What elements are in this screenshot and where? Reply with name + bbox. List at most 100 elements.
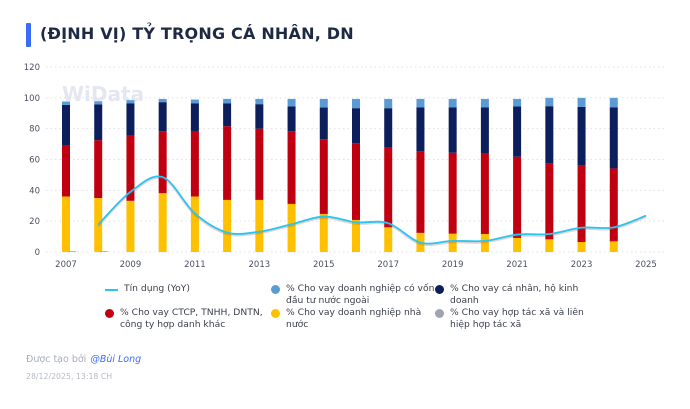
bar-segment-fdi [352,98,360,109]
bar-segment-ctcp [319,139,328,214]
bar-segment-ctcp [577,165,586,242]
x-tick-label: 2021 [506,260,528,270]
x-tick-label: 2009 [120,260,142,270]
x-tick-label: 2017 [377,260,399,270]
bar-segment-fdi [545,97,554,107]
legend-item-coop[interactable]: % Cho vay hợp tác xã và liên hiệp hợp tá… [435,307,597,331]
y-tick-label: 60 [29,156,40,166]
legend-item-state[interactable]: % Cho vay doanh nghiệp nhà nước [271,307,437,331]
bar-segment-fdi [448,98,457,108]
y-tick-label: 100 [24,94,40,104]
y-tick-label: 0 [35,248,40,258]
legend-label: % Cho vay CTCP, TNHH, DNTN, công ty hợp … [120,307,263,330]
bar-segment-state [352,219,360,252]
bar-segment-fdi [480,98,489,108]
bar-segment-fdi [126,100,135,104]
y-tick-label: 40 [29,186,40,196]
bar-segment-individual [416,107,425,152]
bar-segment-state [513,237,522,252]
legend-item-credit[interactable]: Tín dụng (YoY) [105,283,267,295]
x-tick-label: 2011 [184,260,206,270]
legend-dot-icon [271,309,280,318]
bar-segment-individual [352,108,360,144]
x-tick-label: 2025 [635,260,657,270]
bar-segment-ctcp [609,168,618,242]
bar-segment-individual [448,107,457,153]
legend-label: % Cho vay cá nhân, hộ kinh doanh [450,283,579,306]
bar-segment-fdi [319,98,328,108]
bar-segment-ctcp [158,131,167,194]
bar-segment-individual [94,104,103,141]
bar-segment-state [62,196,70,252]
x-tick-label: 2013 [249,260,271,270]
bar-segment-fdi [577,97,586,107]
bar-segment-fdi [416,98,425,108]
legend-label: % Cho vay doanh nghiệp nhà nước [286,307,422,330]
bar-segment-state [287,203,296,252]
x-tick-label: 2023 [571,260,593,270]
bar-segment-individual [287,106,296,132]
bar-segment-state [609,241,618,252]
bar-segment-individual [577,106,586,166]
y-tick-label: 80 [29,125,40,135]
bar-segment-individual [513,106,522,157]
bar-segment-state [480,233,489,252]
legend-dot-icon [435,309,444,318]
bar-segment-individual [255,104,264,129]
bar-segment-state [223,199,232,252]
bar-segment-state [158,193,167,252]
legend-label: % Cho vay hợp tác xã và liên hiệp hợp tá… [450,307,584,330]
bar-segment-individual [545,106,554,164]
bar-segment-state [255,199,264,252]
bar-segment-state [94,198,103,252]
legend-item-fdi[interactable]: % Cho vay doanh nghiệp có vốn đầu tư nướ… [271,283,437,307]
bar-segment-fdi [190,99,199,104]
bar-segment-ctcp [287,131,296,204]
legend-line-icon [105,289,118,291]
created-by-label: Được tạo bởi [26,354,87,365]
legend-label: Tín dụng (YoY) [124,283,190,294]
bar-segment-fdi [158,98,167,103]
bar-segment-ctcp [545,163,554,240]
bar-segment-ctcp [94,140,103,199]
line-credit-yoy [97,175,647,245]
bar-segment-individual [384,108,393,148]
bar-segment-fdi [223,98,232,104]
legend-dot-icon [271,285,280,294]
bar-segment-state [126,200,135,252]
timestamp: 28/12/2025, 13:18 CH [26,372,113,381]
bar-segment-fdi [287,98,296,107]
x-tick-label: 2007 [55,260,77,270]
legend-dot-icon [105,309,114,318]
x-tick-label: 2019 [442,260,464,270]
bar-segment-individual [62,104,70,146]
bar-segment-coop [100,251,109,252]
bar-segment-individual [190,103,199,131]
y-tick-label: 20 [29,217,40,227]
bar-segment-state [577,241,586,252]
bar-segment-fdi [384,98,393,109]
y-tick-label: 120 [24,63,40,73]
title-accent-bar [26,23,31,47]
bar-segment-ctcp [223,126,232,200]
bar-segment-state [384,227,393,252]
bar-segment-fdi [94,101,103,105]
legend-item-individual[interactable]: % Cho vay cá nhân, hộ kinh doanh [435,283,597,307]
footer-credit: Được tạo bởi @Bùi Long [26,354,141,365]
author-link[interactable]: @Bùi Long [90,354,142,365]
bar-segment-fdi [609,97,618,108]
bar-segment-ctcp [126,135,135,201]
bar-segment-state [319,213,328,252]
bar-segment-ctcp [416,151,425,233]
bar-segment-ctcp [384,147,393,228]
bar-segment-individual [319,107,328,140]
chart-title: (ĐỊNH VỊ) TỶ TRỌNG CÁ NHÂN, DN [40,24,354,43]
bar-segment-ctcp [352,143,360,220]
legend-item-ctcp[interactable]: % Cho vay CTCP, TNHH, DNTN, công ty hợp … [105,307,267,331]
bar-segment-individual [158,102,167,132]
bar-segment-ctcp [480,153,489,234]
bar-segment-coop [68,251,76,252]
bar-segment-ctcp [190,130,199,197]
